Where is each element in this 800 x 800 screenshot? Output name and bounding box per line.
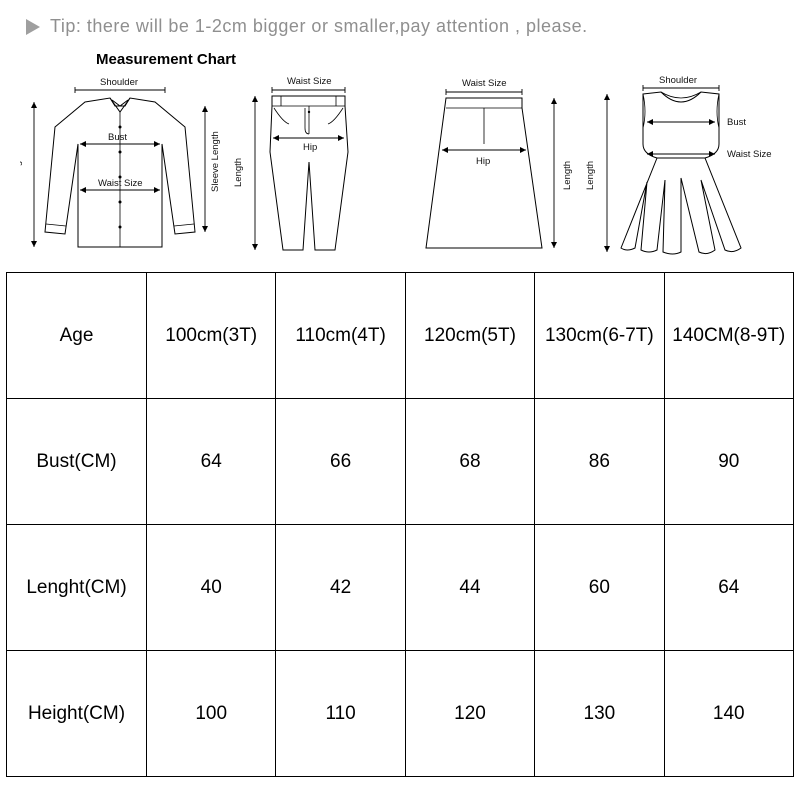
cell: 64 bbox=[664, 525, 793, 651]
size-table: Age 100cm(3T) 110cm(4T) 120cm(5T) 130cm(… bbox=[6, 272, 794, 777]
col-130: 130cm(6-7T) bbox=[535, 273, 664, 399]
label-hip: Hip bbox=[303, 142, 317, 153]
label-length: Length bbox=[585, 161, 596, 190]
table-row: Bust(CM) 64 66 68 86 90 bbox=[7, 399, 794, 525]
row-bust: Bust(CM) bbox=[7, 399, 147, 525]
cell: 68 bbox=[405, 399, 534, 525]
play-arrow-icon bbox=[26, 19, 40, 35]
cell: 64 bbox=[147, 399, 276, 525]
label-waist: Waist Size bbox=[727, 149, 772, 160]
sizing-chart-page: Tip: there will be 1-2cm bigger or small… bbox=[0, 0, 800, 800]
cell: 66 bbox=[276, 399, 405, 525]
dress-icon: Shoulder Bust Waist Size bbox=[581, 72, 781, 262]
label-shoulder: Shoulder bbox=[659, 75, 697, 86]
cell: 140 bbox=[664, 651, 793, 777]
diagram-dress: Shoulder Bust Waist Size bbox=[581, 72, 781, 262]
shirt-icon: Shoulder Bust bbox=[20, 72, 220, 262]
cell: 130 bbox=[535, 651, 664, 777]
col-age: Age bbox=[7, 273, 147, 399]
cell: 40 bbox=[147, 525, 276, 651]
diagram-skirt: Waist Size Hip Length bbox=[394, 72, 574, 262]
label-bust: Bust bbox=[108, 132, 127, 143]
measurement-chart-title: Measurement Chart bbox=[6, 51, 794, 68]
row-length: Lenght(CM) bbox=[7, 525, 147, 651]
cell: 100 bbox=[147, 651, 276, 777]
row-height: Height(CM) bbox=[7, 651, 147, 777]
cell: 86 bbox=[535, 399, 664, 525]
measurement-diagrams: Shoulder Bust bbox=[6, 70, 794, 268]
label-waist: Waist Size bbox=[98, 178, 143, 189]
label-waist: Waist Size bbox=[462, 78, 507, 89]
table-header-row: Age 100cm(3T) 110cm(4T) 120cm(5T) 130cm(… bbox=[7, 273, 794, 399]
col-140: 140CM(8-9T) bbox=[664, 273, 793, 399]
tip-text: Tip: there will be 1-2cm bigger or small… bbox=[50, 16, 588, 37]
col-120: 120cm(5T) bbox=[405, 273, 534, 399]
label-bust: Bust bbox=[727, 117, 746, 128]
cell: 120 bbox=[405, 651, 534, 777]
col-110: 110cm(4T) bbox=[276, 273, 405, 399]
skirt-icon: Waist Size Hip Length bbox=[394, 72, 574, 262]
cell: 90 bbox=[664, 399, 793, 525]
diagram-pants: Waist Size H bbox=[227, 72, 387, 262]
cell: 110 bbox=[276, 651, 405, 777]
table-row: Height(CM) 100 110 120 130 140 bbox=[7, 651, 794, 777]
label-hip: Hip bbox=[476, 156, 490, 167]
label-waist: Waist Size bbox=[287, 76, 332, 87]
cell: 42 bbox=[276, 525, 405, 651]
table-row: Lenght(CM) 40 42 44 60 64 bbox=[7, 525, 794, 651]
cell: 60 bbox=[535, 525, 664, 651]
label-length: Length bbox=[562, 161, 573, 190]
label-shoulder: Shoulder bbox=[100, 77, 138, 88]
tip-row: Tip: there will be 1-2cm bigger or small… bbox=[6, 10, 794, 51]
pants-icon: Waist Size H bbox=[227, 72, 387, 262]
label-length: Length bbox=[20, 153, 23, 182]
label-sleeve: Sleeve Length bbox=[210, 131, 220, 192]
diagram-shirt: Shoulder Bust bbox=[20, 72, 220, 262]
label-length: Length bbox=[233, 158, 244, 187]
cell: 44 bbox=[405, 525, 534, 651]
col-100: 100cm(3T) bbox=[147, 273, 276, 399]
